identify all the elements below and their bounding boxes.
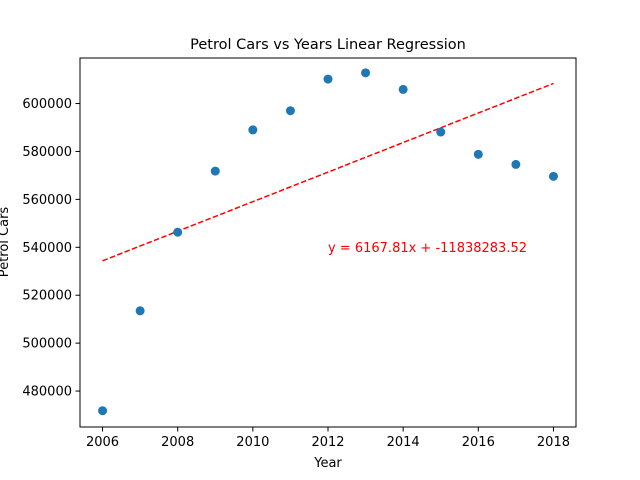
y-tick-label: 480000 <box>22 385 72 400</box>
regression-equation-label: y = 6167.81x + -11838283.52 <box>328 241 527 256</box>
x-tick-label: 2010 <box>236 435 269 450</box>
y-tick-label: 540000 <box>22 241 72 256</box>
chart-title: Petrol Cars vs Years Linear Regression <box>190 37 466 53</box>
data-point <box>361 68 371 78</box>
x-tick-label: 2018 <box>537 435 570 450</box>
data-point <box>285 106 295 116</box>
plot-area <box>98 68 558 416</box>
data-point <box>398 84 408 94</box>
data-point <box>436 127 446 137</box>
y-axis: 480000 500000 520000 540000 560000 580000 6000… <box>22 97 80 400</box>
y-tick-label: 600000 <box>22 97 72 112</box>
x-tick-label: 2012 <box>311 435 344 450</box>
data-point <box>173 227 183 237</box>
x-axis: 2006 2008 2010 2012 2014 2016 2018 <box>86 427 570 450</box>
data-point <box>210 166 220 176</box>
data-point <box>98 406 108 416</box>
y-tick-label: 520000 <box>22 289 72 304</box>
data-point <box>511 159 521 169</box>
x-axis-label: Year <box>313 456 342 471</box>
data-point <box>473 149 483 159</box>
x-tick-label: 2014 <box>387 435 420 450</box>
x-tick-label: 2006 <box>86 435 119 450</box>
y-tick-label: 560000 <box>22 193 72 208</box>
y-tick-label: 580000 <box>22 145 72 160</box>
y-tick-label: 500000 <box>22 337 72 352</box>
y-axis-label: Petrol Cars <box>0 207 12 278</box>
data-point <box>323 74 333 84</box>
data-point <box>135 306 145 316</box>
x-tick-label: 2008 <box>161 435 194 450</box>
regression-line <box>102 82 554 262</box>
data-point <box>548 171 558 181</box>
data-point <box>248 125 258 135</box>
x-tick-label: 2016 <box>462 435 495 450</box>
